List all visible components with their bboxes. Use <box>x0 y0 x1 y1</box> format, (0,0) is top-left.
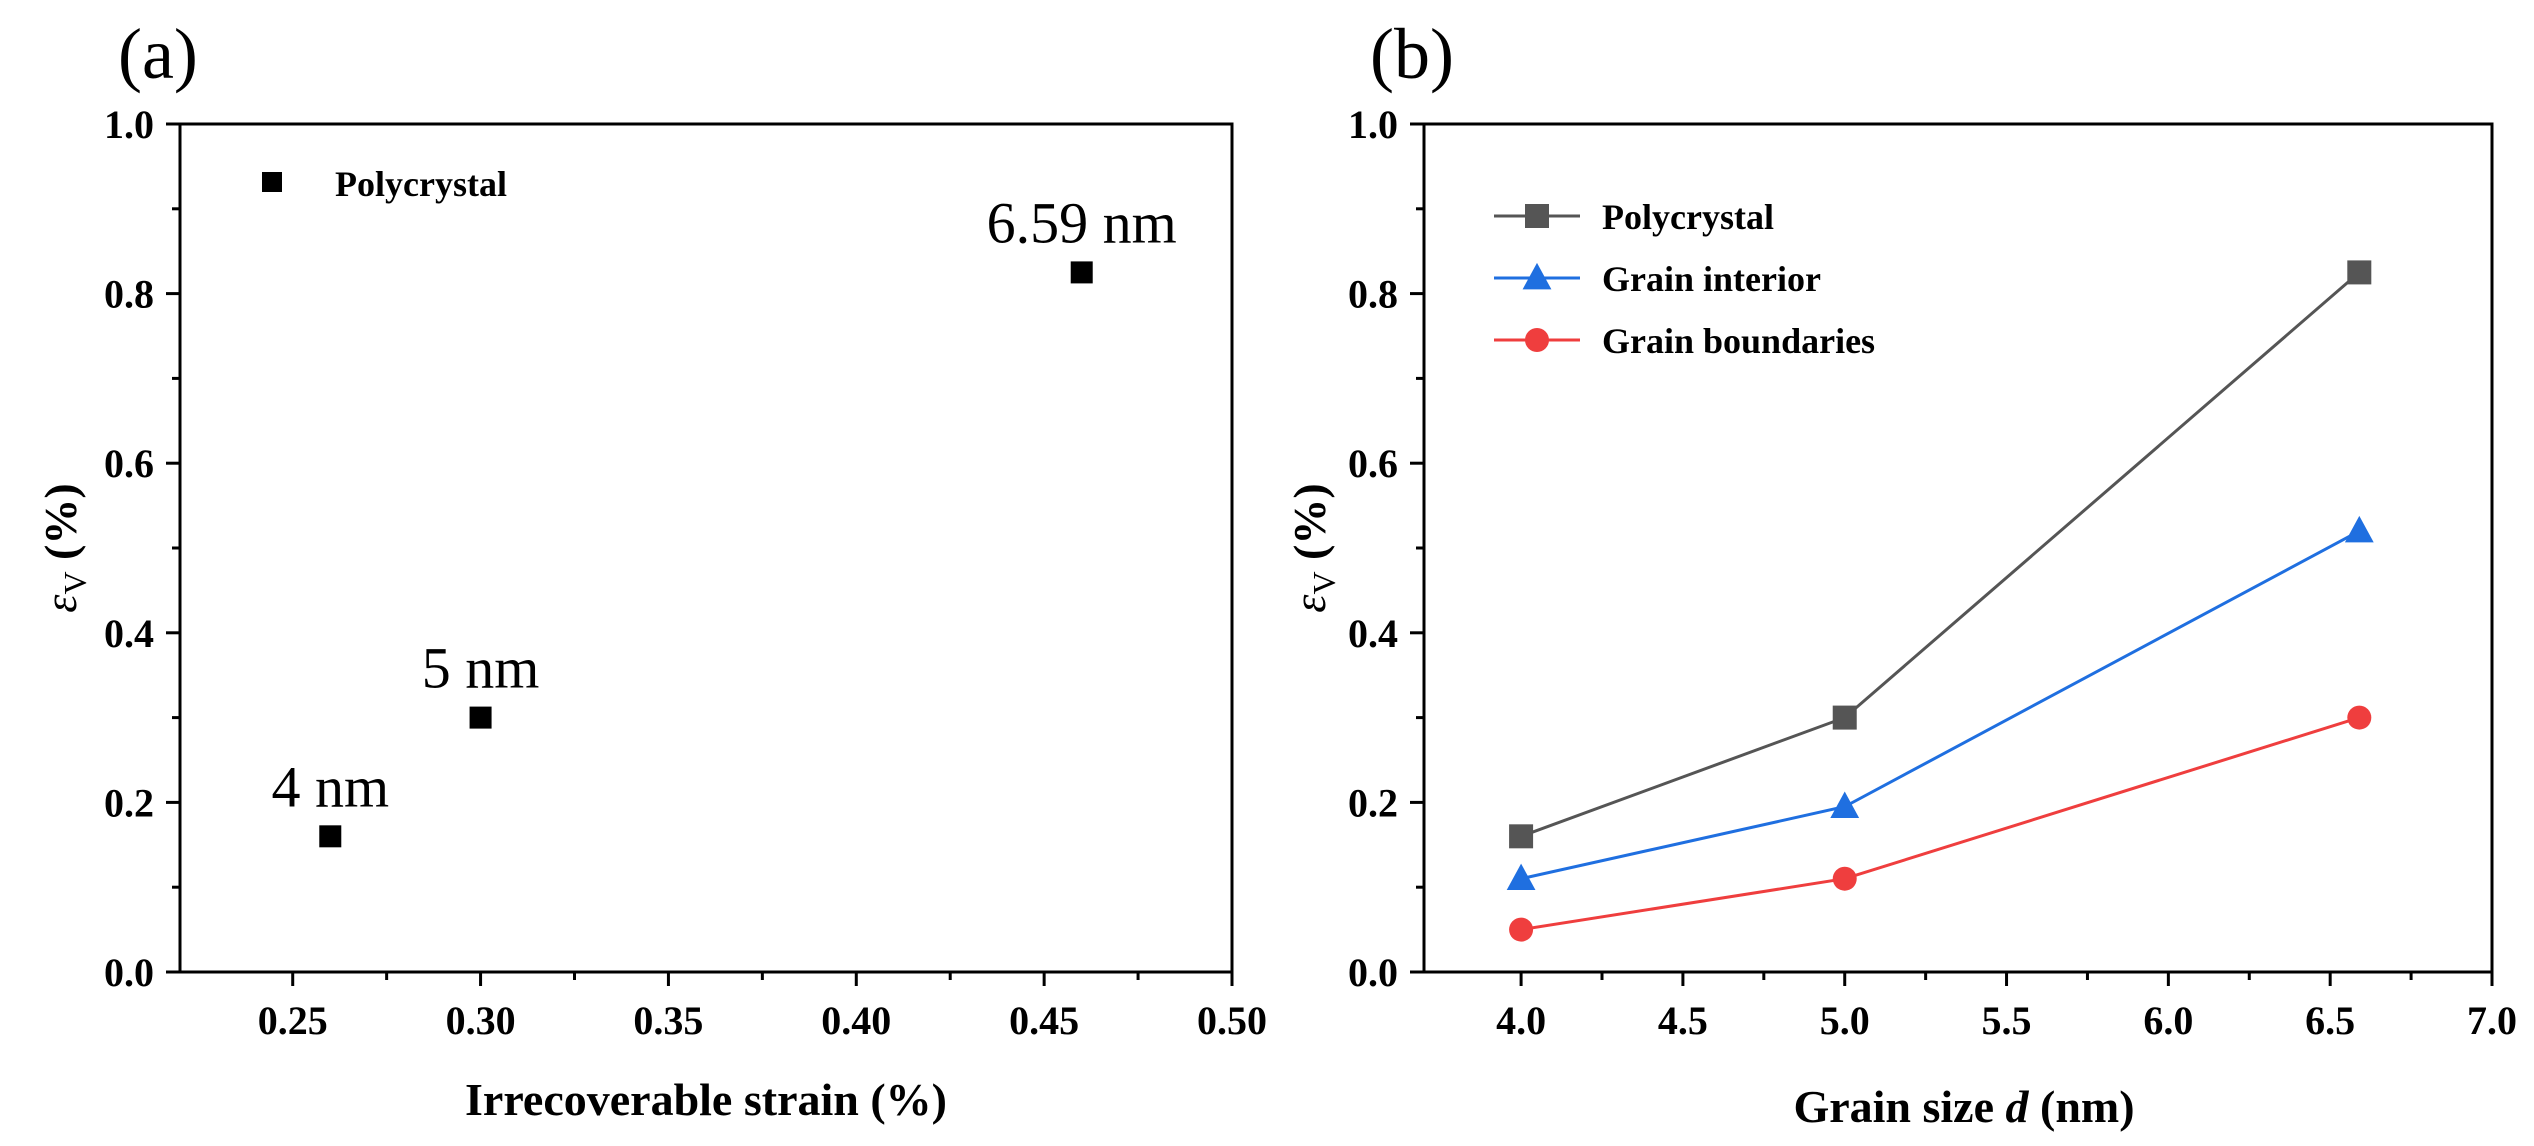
x-tick-label: 0.50 <box>1197 998 1267 1043</box>
annotation-label: 4 nm <box>271 754 389 819</box>
panel-a-scatter-chart: (a) 0.00.20.40.60.81.0 0.25 0.30 0.35 0.40 0… <box>35 14 1267 1125</box>
legend-b: Polycrystal Grain interior Grain boundarie… <box>1494 197 1875 361</box>
legend-marker <box>1522 262 1552 290</box>
y-tick-label: 0.6 <box>104 441 154 486</box>
x-tick-label: 4.0 <box>1496 998 1546 1043</box>
legend-label: Grain boundaries <box>1602 321 1875 361</box>
data-point <box>1832 866 1857 891</box>
x-axis-prefix-b: Grain size <box>1793 1081 2005 1132</box>
data-point <box>1506 863 1536 891</box>
x-tick-label: 6.5 <box>2305 998 2355 1043</box>
y-tick-label: 0.2 <box>104 780 154 825</box>
data-point <box>1509 824 1534 849</box>
x-tick-label: 4.5 <box>1658 998 1708 1043</box>
y-tick-label: 1.0 <box>104 102 154 147</box>
legend-marker-polycrystal-a <box>262 172 282 192</box>
panel-label-b: (b) <box>1370 14 1454 94</box>
y-tick-label: 0.0 <box>1348 950 1398 995</box>
data-point <box>2347 260 2372 285</box>
y-tick-label: 0.2 <box>1348 780 1398 825</box>
y-axis-subscript-a: V <box>57 571 93 594</box>
data-point <box>1070 261 1093 284</box>
legend-label-polycrystal-a: Polycrystal <box>335 164 507 204</box>
annotation-label: 6.59 nm <box>987 190 1177 255</box>
panel-label-a: (a) <box>118 14 198 94</box>
y-axis-unit-a: (%) <box>35 483 86 571</box>
data-point <box>2344 515 2374 543</box>
annotation-label: 5 nm <box>422 636 540 701</box>
x-axis-ticks-a: 0.25 0.30 0.35 0.40 0.45 0.50 <box>258 972 1267 1043</box>
x-axis-suffix-b: (nm) <box>2029 1081 2135 1132</box>
y-tick-label: 0.0 <box>104 950 154 995</box>
y-axis-symbol-a: ε <box>35 594 86 613</box>
x-tick-label: 0.45 <box>1009 998 1079 1043</box>
y-axis-title-b: εV (%) <box>1284 483 1342 612</box>
x-tick-label: 0.35 <box>633 998 703 1043</box>
x-tick-label: 5.0 <box>1820 998 1870 1043</box>
data-point <box>1509 917 1534 942</box>
data-point <box>319 825 342 848</box>
series-line <box>1520 716 2360 932</box>
series-line <box>1520 529 2361 881</box>
y-tick-label: 0.4 <box>104 611 154 656</box>
y-tick-label: 0.8 <box>104 272 154 317</box>
annotations-a: 4 nm 5 nm 6.59 nm <box>271 190 1176 819</box>
legend-marker <box>1525 204 1549 228</box>
data-points-a <box>319 261 1093 848</box>
y-axis-unit-b: (%) <box>1284 483 1335 571</box>
data-series-b <box>1506 260 2374 942</box>
legend-label: Polycrystal <box>1602 197 1774 237</box>
x-tick-label: 7.0 <box>2467 998 2517 1043</box>
y-axis-symbol-b: ε <box>1284 594 1335 613</box>
y-axis-ticks-b: 0.0 0.2 0.4 0.6 0.8 1.0 <box>1348 102 1424 995</box>
data-point <box>2347 705 2372 730</box>
x-tick-label: 0.30 <box>446 998 516 1043</box>
legend-a: Polycrystal <box>262 164 507 204</box>
y-tick-label: 0.8 <box>1348 272 1398 317</box>
x-axis-ticks-b: 4.0 4.5 5.0 5.5 6.0 6.5 7.0 <box>1496 972 2517 1043</box>
x-axis-var-b: d <box>2006 1081 2030 1132</box>
x-tick-label: 6.0 <box>2143 998 2193 1043</box>
x-axis-title-a: Irrecoverable strain (%) <box>465 1074 947 1125</box>
x-tick-label: 5.5 <box>1982 998 2032 1043</box>
data-point <box>1830 791 1860 818</box>
y-tick-label: 0.4 <box>1348 611 1398 656</box>
y-axis-ticks-a: 0.0 0.2 0.4 0.6 0.8 1.0 <box>104 102 180 995</box>
x-axis-title-b: Grain size d (nm) <box>1793 1081 2134 1132</box>
legend-label: Grain interior <box>1602 259 1821 299</box>
x-tick-label: 0.25 <box>258 998 328 1043</box>
y-axis-subscript-b: V <box>1306 571 1342 594</box>
y-tick-label: 1.0 <box>1348 102 1398 147</box>
x-tick-label: 0.40 <box>821 998 891 1043</box>
legend-marker <box>1525 328 1549 352</box>
y-axis-title-a: εV (%) <box>35 483 93 612</box>
data-point <box>469 706 492 729</box>
panel-b-line-chart: (b) 0.0 0.2 0.4 0.6 0.8 1.0 4.0 4.5 5.0 5.5 6.0 6.… <box>1284 14 2517 1132</box>
data-point <box>1832 705 1857 730</box>
y-tick-label: 0.6 <box>1348 441 1398 486</box>
